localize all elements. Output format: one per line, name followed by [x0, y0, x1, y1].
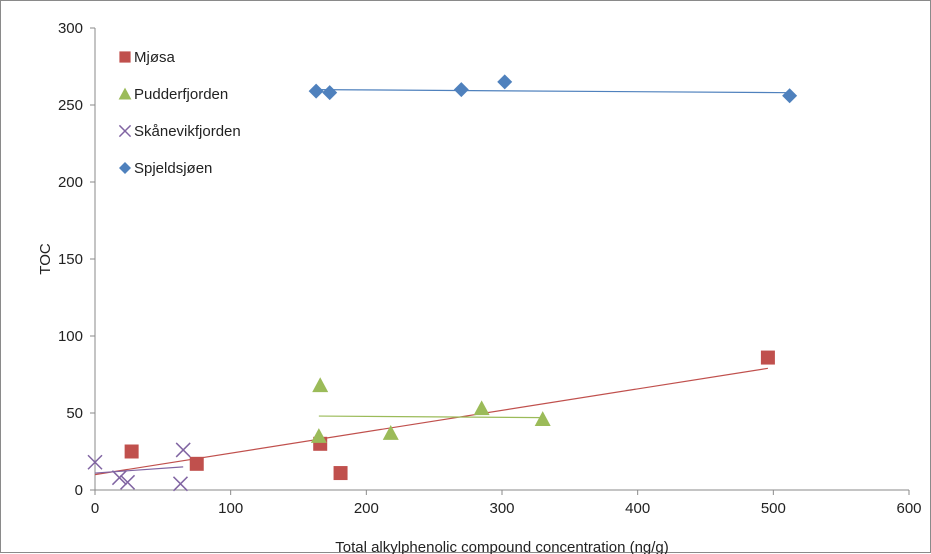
- point-mj-sa: [124, 444, 139, 459]
- point-spjeldsj-en: [782, 88, 798, 104]
- x-tick-label: 100: [218, 500, 243, 517]
- y-tick-label: 250: [58, 97, 83, 114]
- x-tick-label: 600: [896, 500, 921, 517]
- y-axis-ticks: 0 50 100 150 200 250 300: [58, 20, 95, 499]
- trendline-spjeldsj-en: [316, 89, 790, 94]
- point-mj-sa: [333, 466, 348, 481]
- y-tick-label: 50: [66, 405, 83, 422]
- legend-marker-mj-sa: [119, 51, 131, 63]
- point-pudderfjorden: [382, 425, 399, 440]
- trendlines: [94, 89, 790, 476]
- point-sk-nevikfjorden: [87, 454, 103, 470]
- point-mj-sa: [760, 350, 775, 365]
- point-mj-sa: [189, 456, 204, 471]
- legend-label-spjeldsj-en: Spjeldsjøen: [134, 160, 212, 177]
- y-tick-label: 300: [58, 20, 83, 37]
- legend-marker-spjeldsj-en: [119, 162, 131, 174]
- y-tick-label: 0: [75, 482, 83, 499]
- y-tick-label: 200: [58, 174, 83, 191]
- legend-label-sk-nevikfjorden: Skånevikfjorden: [134, 123, 241, 140]
- legend: Mjøsa Pudderfjorden Skånevikfjorden Spjelds…: [118, 49, 241, 177]
- legend-marker-sk-nevikfjorden: [118, 124, 132, 138]
- point-pudderfjorden: [312, 377, 329, 393]
- point-sk-nevikfjorden: [172, 476, 189, 492]
- x-axis-ticks: 0 100 200 300 400 500 600: [91, 490, 922, 517]
- point-sk-nevikfjorden: [120, 474, 136, 490]
- legend-label-pudderfjorden: Pudderfjorden: [134, 86, 228, 103]
- legend-label-mj-sa: Mjøsa: [134, 49, 175, 66]
- point-pudderfjorden: [534, 411, 551, 426]
- point-spjeldsj-en: [308, 83, 324, 99]
- point-sk-nevikfjorden: [111, 470, 127, 486]
- x-tick-label: 0: [91, 500, 99, 517]
- trendline-pudderfjorden: [318, 415, 543, 419]
- x-tick-label: 500: [761, 500, 786, 517]
- y-tick-label: 150: [58, 251, 83, 268]
- x-tick-label: 400: [625, 500, 650, 517]
- trendline-sk-nevikfjorden: [94, 466, 184, 474]
- y-axis-title: TOC: [37, 243, 54, 275]
- data-points: [87, 74, 798, 492]
- legend-marker-pudderfjorden: [118, 87, 132, 100]
- x-tick-label: 300: [489, 500, 514, 517]
- point-sk-nevikfjorden: [175, 442, 191, 458]
- point-spjeldsj-en: [322, 85, 338, 101]
- point-spjeldsj-en: [497, 74, 513, 90]
- point-spjeldsj-en: [453, 82, 469, 98]
- y-tick-label: 100: [58, 328, 83, 345]
- x-axis-title: Total alkylphenolic compound concentrati…: [335, 539, 669, 554]
- trendline-mj-sa: [94, 367, 769, 476]
- point-pudderfjorden: [310, 428, 327, 443]
- x-tick-label: 200: [354, 500, 379, 517]
- point-pudderfjorden: [473, 400, 490, 416]
